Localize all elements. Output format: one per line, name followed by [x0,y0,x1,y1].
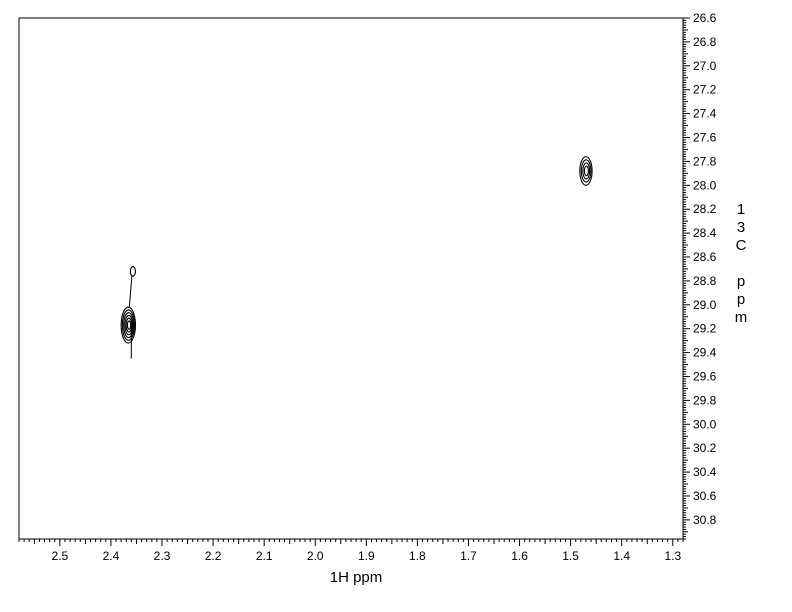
y-axis-title-char: p [737,291,745,308]
x-axis: 2.5 2.4 2.3 2.2 2.1 2.0 1.9 1.8 1.7 1.6 1.5 1.4 1.3 [18,539,684,563]
contour-level [579,156,593,186]
y-axis-title-char: 1 [737,201,745,218]
y-tick-label: 28.8 [693,274,717,288]
x-tick-label: 1.7 [460,549,477,563]
contour-level [582,162,591,180]
contour-level [580,159,592,183]
y-tick-label: 27.6 [693,130,717,144]
y-tick-label: 27.0 [693,59,717,73]
contour-level [120,306,137,344]
peak-contours [120,156,593,359]
y-tick-label: 29.8 [693,393,717,407]
y-tick-label: 29.2 [693,322,717,336]
y-tick-label: 26.6 [693,11,717,25]
y-tick-label: 29.6 [693,369,717,383]
x-tick-label: 1.8 [409,549,426,563]
x-tick-label: 1.9 [358,549,375,563]
contour-level [123,312,135,339]
y-tick-label: 27.8 [693,154,717,168]
plot-frame [18,17,684,540]
y-tick-label: 29.4 [693,346,717,360]
y-tick-label: 27.2 [693,83,717,97]
y-tick-label: 30.2 [693,441,717,455]
x-tick-label: 2.4 [103,549,120,563]
y-tick-label: 30.6 [693,489,717,503]
contour-level [129,266,137,277]
peak-contour [129,266,137,277]
y-tick-label: 30.4 [693,465,717,479]
y-tick-label: 28.4 [693,226,717,240]
x-tick-label: 2.3 [154,549,171,563]
contour-level [126,320,132,330]
contour-link [128,276,133,308]
y-tick-label: 29.0 [693,298,717,312]
y-axis-title-char: 3 [737,219,745,236]
x-tick-label: 2.2 [205,549,222,563]
x-tick-label: 2.5 [52,549,69,563]
x-tick-label: 1.5 [562,549,579,563]
y-tick-label: 28.0 [693,178,717,192]
y-axis-title-char: p [737,273,745,290]
y-tick-label: 30.0 [693,417,717,431]
x-tick-label: 2.0 [307,549,324,563]
y-tick-label: 28.6 [693,250,717,264]
contour-level [121,309,136,341]
x-axis-title: 1H ppm [330,569,383,586]
x-tick-label: 1.6 [511,549,528,563]
contour-level [124,314,134,336]
y-tick-label: 27.4 [693,107,717,121]
y-tick-label: 26.8 [693,35,717,49]
y-axis-title-char: C [736,237,747,254]
x-tick-label: 2.1 [256,549,273,563]
peak-contour [579,156,593,186]
y-tick-label: 28.2 [693,202,717,216]
x-tick-label: 1.4 [613,549,630,563]
y-tick-label: 30.8 [693,513,717,527]
y-axis: 26.6 26.8 27.0 27.2 27.4 27.6 27.8 28.0 28.2 28.4… [683,11,717,540]
y-axis-title-char: m [735,309,748,326]
contour-level [583,165,589,177]
x-tick-label: 1.3 [664,549,681,563]
